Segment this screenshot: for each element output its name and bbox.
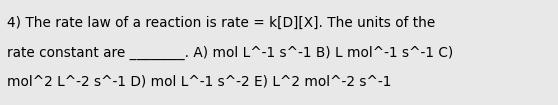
Text: mol^2 L^-2 s^-1 D) mol L^-1 s^-2 E) L^2 mol^-2 s^-1: mol^2 L^-2 s^-1 D) mol L^-1 s^-2 E) L^2 … bbox=[7, 75, 391, 89]
Text: rate constant are ________. A) mol L^-1 s^-1 B) L mol^-1 s^-1 C): rate constant are ________. A) mol L^-1 … bbox=[7, 45, 453, 60]
Text: 4) The rate law of a reaction is rate = k[D][X]. The units of the: 4) The rate law of a reaction is rate = … bbox=[7, 16, 435, 30]
